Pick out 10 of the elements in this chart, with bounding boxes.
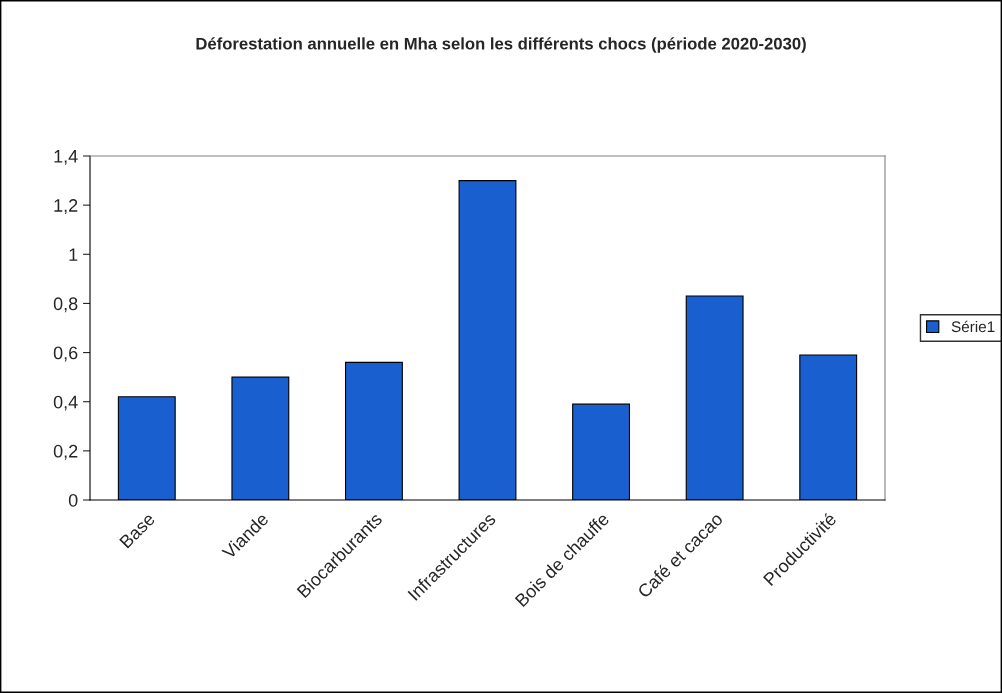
legend-label: Série1 — [951, 320, 995, 333]
chart-title: Déforestation annuelle en Mha selon les différents chocs (période 2020-2030) — [196, 37, 806, 53]
y-tick-label: 1 — [69, 248, 78, 261]
y-tick-label: 0,6 — [53, 346, 78, 362]
y-tick-label: 0,2 — [53, 444, 78, 460]
y-tick-label: 0,4 — [53, 395, 78, 411]
y-tick-label: 0 — [68, 493, 78, 507]
y-tick-label: 0,8 — [53, 297, 78, 313]
y-tick-label: 1,2 — [54, 199, 78, 214]
y-tick-label: 1,4 — [54, 150, 78, 165]
